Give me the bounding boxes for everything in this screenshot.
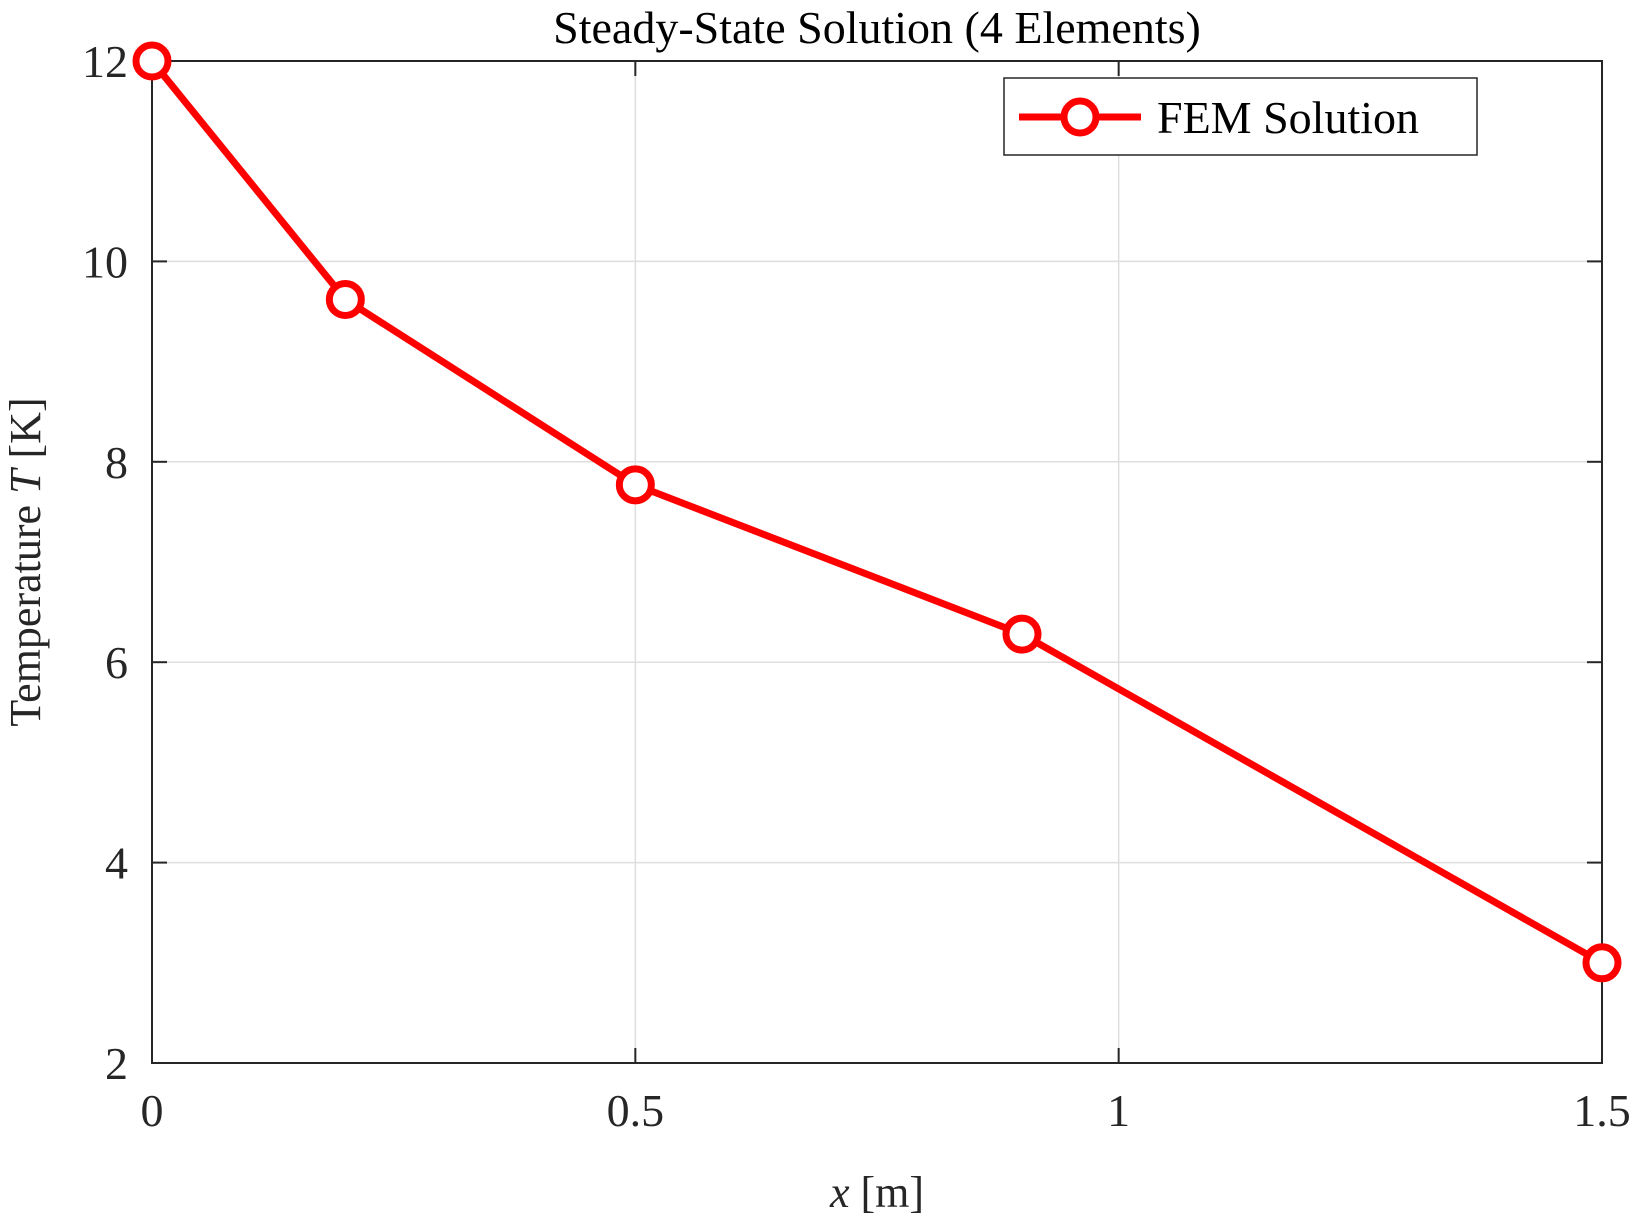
y-axis-label: Temperature T [K] xyxy=(1,397,50,726)
grid-layer xyxy=(151,60,1603,1064)
y-tick-label: 2 xyxy=(105,1038,128,1089)
y-axis-label-unit: [K] xyxy=(1,397,50,469)
y-axis-label-var: T xyxy=(1,466,50,494)
series-line xyxy=(149,58,1604,966)
y-tick-label: 6 xyxy=(105,637,128,688)
data-point xyxy=(1582,943,1622,983)
chart-title: Steady-State Solution (4 Elements) xyxy=(553,2,1201,53)
series-layer xyxy=(132,41,1622,983)
x-tick-label: 0.5 xyxy=(607,1085,665,1136)
y-axis-label-prefix: Temperature xyxy=(1,494,50,727)
data-point xyxy=(325,279,365,319)
x-tick-label: 1 xyxy=(1107,1085,1130,1136)
x-axis-label-var: x xyxy=(829,1168,850,1215)
legend: FEM Solution xyxy=(1003,77,1478,156)
data-point xyxy=(615,465,655,505)
tick-layer: 0 0.5 1 1.5 2 4 6 8 10 12 xyxy=(82,36,1631,1136)
y-tick-label: 12 xyxy=(82,36,128,87)
y-tick-label: 10 xyxy=(82,236,128,287)
axes-box xyxy=(151,60,1603,1064)
y-tick-label: 4 xyxy=(105,838,128,889)
y-tick-label: 8 xyxy=(105,437,128,488)
data-point xyxy=(132,41,172,81)
x-axis-label-unit: [m] xyxy=(850,1168,925,1215)
legend-label: FEM Solution xyxy=(1157,92,1419,143)
x-tick-label: 0 xyxy=(141,1085,164,1136)
x-axis-label: x [m] xyxy=(829,1168,924,1215)
legend-marker xyxy=(1060,97,1100,137)
data-point xyxy=(1002,614,1042,654)
x-tick-label: 1.5 xyxy=(1573,1085,1631,1136)
